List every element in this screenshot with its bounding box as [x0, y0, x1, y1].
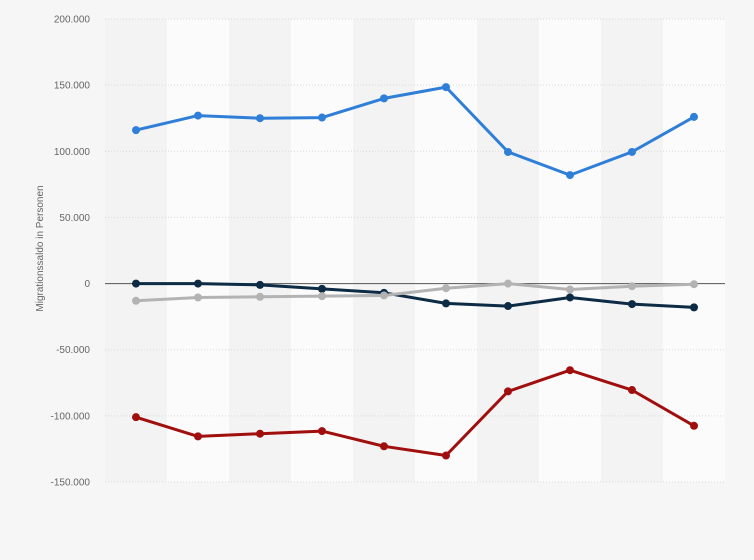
data-point — [318, 113, 326, 122]
background-band — [415, 19, 477, 482]
background-band — [601, 19, 663, 482]
data-point — [690, 280, 698, 289]
y-tick-label: 150.000 — [54, 81, 91, 92]
data-point — [380, 94, 388, 103]
y-tick-label: 200.000 — [54, 15, 91, 26]
background-band — [105, 19, 167, 482]
data-point — [690, 421, 698, 430]
data-point — [566, 293, 574, 302]
data-point — [132, 126, 140, 135]
data-point — [256, 429, 264, 438]
data-point — [504, 387, 512, 396]
series-line — [134, 282, 696, 303]
gridlines — [105, 18, 725, 483]
data-point — [442, 299, 450, 308]
series-1 — [132, 83, 698, 180]
data-point — [132, 279, 140, 288]
data-point — [194, 111, 202, 120]
data-point — [628, 300, 636, 309]
data-point — [132, 413, 140, 422]
data-point — [628, 282, 636, 291]
y-tick-label: -150.000 — [51, 478, 91, 489]
data-point — [194, 432, 202, 441]
background-band — [229, 19, 291, 482]
data-point — [628, 386, 636, 395]
background-bands — [105, 19, 725, 482]
data-point — [442, 284, 450, 293]
y-axis-ticks: 200.000 150.000 100.000 50.000 0 -50.000 -100.… — [51, 15, 91, 489]
data-point — [566, 171, 574, 180]
series-group — [132, 83, 698, 460]
data-point — [504, 147, 512, 156]
data-point — [318, 284, 326, 293]
series-line — [134, 282, 696, 309]
data-point — [132, 296, 140, 305]
series-line — [134, 368, 696, 457]
data-point — [504, 302, 512, 311]
y-tick-label: -100.000 — [51, 411, 91, 422]
data-point — [628, 147, 636, 156]
data-point — [318, 427, 326, 436]
background-band — [291, 19, 353, 482]
y-tick-label: 50.000 — [59, 213, 90, 224]
background-band — [663, 19, 725, 482]
data-point — [690, 112, 698, 121]
series-4 — [132, 366, 698, 460]
data-point — [566, 366, 574, 375]
data-point — [380, 291, 388, 300]
y-tick-label: 100.000 — [54, 147, 91, 158]
y-tick-label: -50.000 — [56, 345, 90, 356]
data-point — [690, 303, 698, 312]
data-point — [566, 285, 574, 294]
data-point — [504, 279, 512, 288]
data-point — [256, 280, 264, 289]
data-point — [442, 451, 450, 460]
series-2 — [132, 279, 698, 312]
background-band — [353, 19, 415, 482]
data-point — [256, 292, 264, 301]
series-line — [134, 85, 696, 177]
data-point — [442, 83, 450, 92]
series-3 — [132, 279, 698, 305]
y-axis-label: Migrationssaldo in Personen — [35, 185, 46, 311]
data-point — [318, 292, 326, 301]
data-point — [194, 279, 202, 288]
y-tick-label: 0 — [84, 279, 90, 290]
background-band — [539, 19, 601, 482]
background-band — [477, 19, 539, 482]
background-band — [167, 19, 229, 482]
data-point — [380, 442, 388, 451]
data-point — [256, 114, 264, 123]
data-point — [194, 293, 202, 302]
